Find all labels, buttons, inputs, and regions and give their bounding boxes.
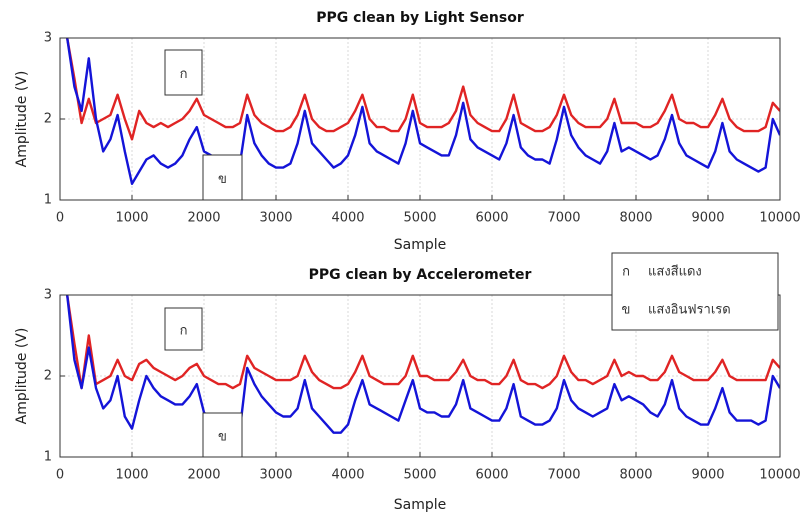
x-tick-label: 2000 bbox=[187, 468, 220, 483]
x-tick-label: 1000 bbox=[115, 211, 148, 226]
y-tick-label: 1 bbox=[44, 193, 52, 208]
x-tick-label: 5000 bbox=[403, 211, 436, 226]
y-tick-label: 3 bbox=[44, 31, 52, 46]
legend-label: แสงสีแดง bbox=[648, 264, 702, 280]
chart-title: PPG clean by Light Sensor bbox=[316, 10, 524, 26]
legend-label: แสงอินฟราเรด bbox=[648, 303, 731, 318]
x-tick-label: 7000 bbox=[547, 211, 580, 226]
series-line bbox=[66, 38, 780, 141]
series-line bbox=[66, 295, 780, 390]
x-tick-label: 0 bbox=[56, 211, 64, 226]
series-line bbox=[66, 38, 780, 185]
x-tick-label: 1000 bbox=[115, 468, 148, 483]
annotation-box bbox=[164, 307, 203, 351]
x-axis-label: Sample bbox=[394, 497, 447, 513]
x-tick-label: 3000 bbox=[259, 468, 292, 483]
series-line bbox=[66, 295, 780, 434]
x-tick-label: 9000 bbox=[691, 211, 724, 226]
legend-key: ก bbox=[622, 265, 630, 280]
y-tick-label: 2 bbox=[44, 369, 52, 384]
x-tick-label: 2000 bbox=[187, 211, 220, 226]
legend-key: ข bbox=[622, 303, 631, 318]
annotation: ก bbox=[180, 67, 188, 82]
subplot: 0 1000 2000 3000 4000 5000 6000 7000 8000 9000 100… bbox=[14, 10, 801, 253]
x-tick-label: 8000 bbox=[619, 211, 652, 226]
x-tick-label: 9000 bbox=[691, 468, 724, 483]
x-tick-label: 6000 bbox=[475, 211, 508, 226]
annotation-box bbox=[202, 412, 243, 458]
annotation: ข bbox=[218, 172, 227, 187]
x-tick-label: 3000 bbox=[259, 211, 292, 226]
y-tick-label: 1 bbox=[44, 450, 52, 465]
annotation: ก bbox=[180, 324, 188, 339]
axes-frame bbox=[59, 37, 781, 201]
y-tick-label: 3 bbox=[44, 288, 52, 303]
x-tick-label: 0 bbox=[56, 468, 64, 483]
x-tick-label: 7000 bbox=[547, 468, 580, 483]
legend-box bbox=[611, 252, 779, 331]
x-tick-label: 6000 bbox=[475, 468, 508, 483]
y-axis-label: Amplitude (V) bbox=[14, 328, 30, 425]
x-tick-label: 10000 bbox=[759, 211, 800, 226]
x-tick-label: 5000 bbox=[403, 468, 436, 483]
annotation-box bbox=[164, 49, 203, 96]
chart-title: PPG clean by Accelerometer bbox=[309, 267, 532, 283]
x-axis-label: Sample bbox=[394, 237, 447, 253]
x-tick-label: 8000 bbox=[619, 468, 652, 483]
y-tick-label: 2 bbox=[44, 112, 52, 127]
axes-frame bbox=[59, 294, 781, 458]
annotation-box bbox=[202, 154, 243, 201]
x-tick-label: 4000 bbox=[331, 211, 364, 226]
y-axis-label: Amplitude (V) bbox=[14, 71, 30, 168]
x-tick-label: 10000 bbox=[759, 468, 800, 483]
subplot: 0 1000 2000 3000 4000 5000 6000 7000 8000 9000 100… bbox=[14, 252, 801, 513]
x-tick-label: 4000 bbox=[331, 468, 364, 483]
annotation: ข bbox=[218, 430, 227, 445]
